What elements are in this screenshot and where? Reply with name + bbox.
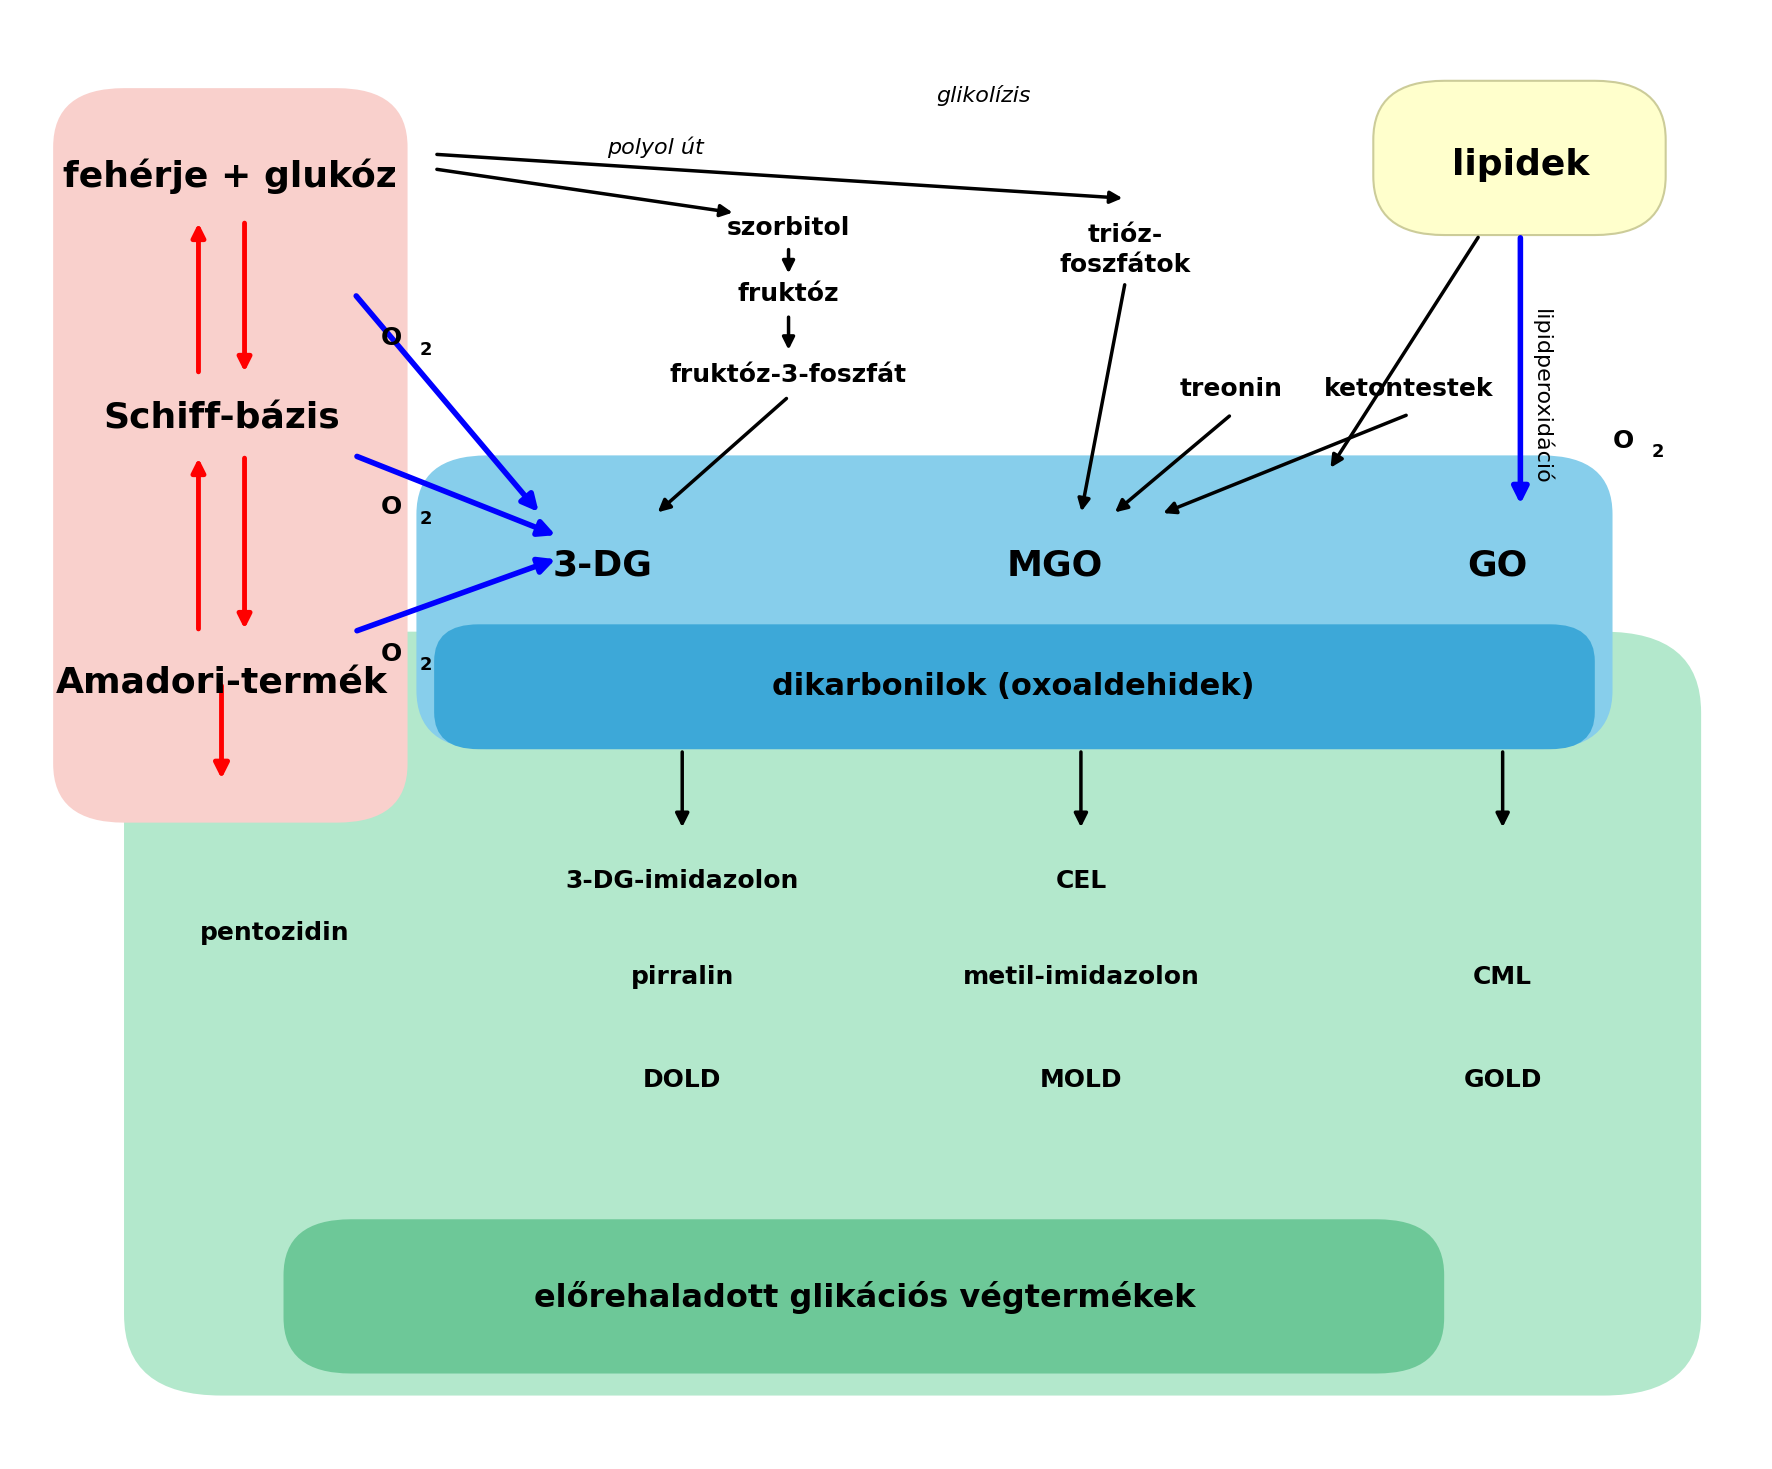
FancyBboxPatch shape [53, 88, 408, 823]
Text: O: O [381, 642, 402, 665]
FancyBboxPatch shape [1373, 81, 1666, 235]
Text: CML: CML [1473, 965, 1533, 989]
Text: MOLD: MOLD [1040, 1068, 1122, 1091]
Text: GOLD: GOLD [1464, 1068, 1542, 1091]
Text: pentozidin: pentozidin [200, 921, 349, 945]
Text: ketontestek: ketontestek [1324, 378, 1494, 401]
Text: 2: 2 [420, 341, 432, 358]
Text: glikolízis: glikolízis [936, 85, 1031, 106]
Text: polyol út: polyol út [608, 137, 703, 157]
Text: 2: 2 [420, 657, 432, 674]
Text: fehérje + glukóz: fehérje + glukóz [64, 159, 397, 194]
Text: MGO: MGO [1006, 548, 1102, 583]
FancyBboxPatch shape [434, 624, 1595, 749]
Text: trióz-
foszfátok: trióz- foszfátok [1060, 223, 1191, 276]
Text: CEL: CEL [1056, 870, 1106, 893]
Text: fruktóz: fruktóz [737, 282, 840, 306]
Text: O: O [381, 326, 402, 350]
FancyBboxPatch shape [416, 455, 1613, 749]
Text: dikarbonilok (oxoaldehidek): dikarbonilok (oxoaldehidek) [773, 671, 1255, 701]
Text: fruktóz-3-foszfát: fruktóz-3-foszfát [670, 363, 907, 386]
Text: szorbitol: szorbitol [727, 216, 851, 239]
Text: O: O [1613, 429, 1634, 452]
Text: előrehaladott glikációs végtermékek: előrehaladott glikációs végtermékek [533, 1281, 1196, 1313]
Text: Schiff-bázis: Schiff-bázis [103, 401, 340, 436]
Text: lipidek: lipidek [1451, 147, 1589, 182]
Text: pirralin: pirralin [631, 965, 734, 989]
Text: 2: 2 [1652, 444, 1664, 461]
Text: 2: 2 [420, 510, 432, 527]
Text: treonin: treonin [1180, 378, 1283, 401]
Text: GO: GO [1467, 548, 1527, 583]
Text: 3-DG: 3-DG [553, 548, 652, 583]
Text: metil-imidazolon: metil-imidazolon [962, 965, 1200, 989]
FancyBboxPatch shape [124, 632, 1701, 1396]
Text: Amadori-termék: Amadori-termék [55, 665, 388, 701]
Text: lipidperoxidáció: lipidperoxidáció [1531, 308, 1552, 485]
Text: 3-DG-imidazolon: 3-DG-imidazolon [565, 870, 799, 893]
Text: O: O [381, 495, 402, 519]
Text: DOLD: DOLD [643, 1068, 721, 1091]
FancyBboxPatch shape [284, 1219, 1444, 1374]
